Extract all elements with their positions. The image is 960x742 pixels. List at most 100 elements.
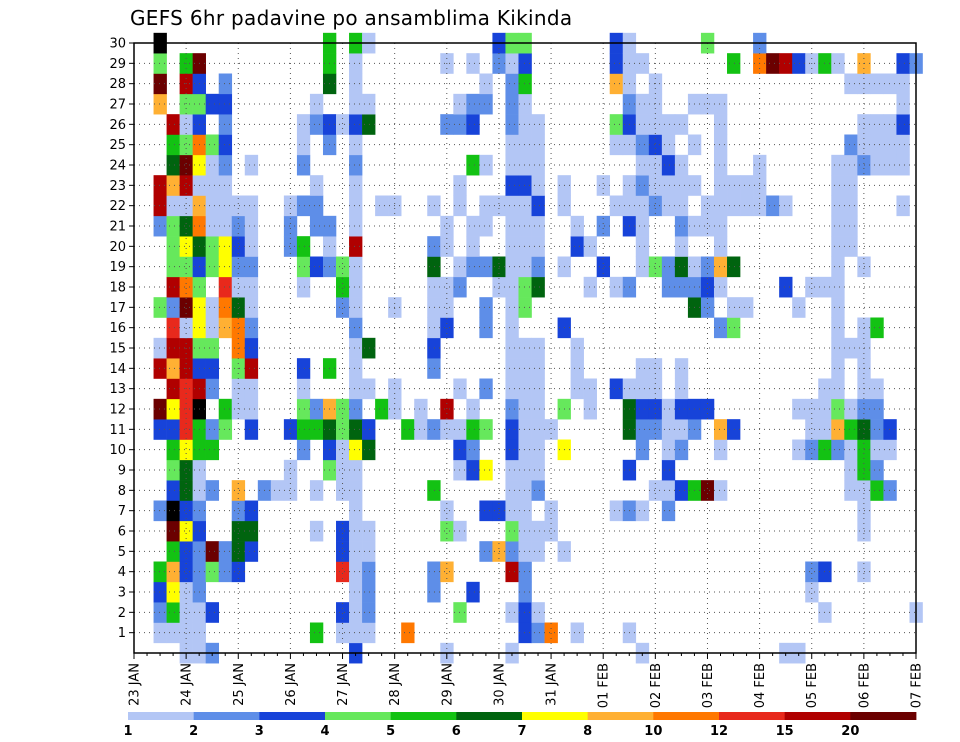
heatmap-cell [244,297,259,318]
heatmap-cell [518,276,532,298]
heatmap-cell [205,561,220,583]
heatmap-cell [349,398,363,420]
heatmap-cell [740,297,754,318]
heatmap-cell [570,358,584,379]
heatmap-cell [674,154,689,176]
heatmap-cell [661,114,676,135]
heatmap-cell [505,297,519,318]
heatmap-cell [336,419,350,440]
heatmap-cell [244,500,259,522]
heatmap-cell [505,73,519,95]
heatmap-cell [362,581,376,603]
heatmap-cell [531,215,545,237]
heatmap-cell [179,215,193,237]
heatmap-cell [805,439,819,461]
heatmap-cell [844,73,858,95]
heatmap-cell [153,195,167,217]
x-tick-label: 29 JAN [440,663,455,706]
heatmap-cell [531,134,545,156]
heatmap-cell [518,480,532,501]
heatmap-cell [179,317,193,339]
y-tick-label: 19 [109,260,126,275]
heatmap-cell [166,398,180,420]
heatmap-cell [466,114,480,135]
heatmap-cell [674,195,689,217]
heatmap-cell [518,134,532,156]
heatmap-cell [583,378,597,400]
heatmap-cell [283,419,298,440]
heatmap-cell [531,459,545,481]
colorbar-segment [193,712,260,720]
heatmap-cell [531,114,545,135]
heatmap-cell [166,561,180,583]
x-tick-label: 27 JAN [336,663,351,706]
heatmap-cell [518,93,532,115]
heatmap-cell [531,236,545,257]
x-tick-label: 25 JAN [232,663,247,706]
heatmap-cell [231,541,246,562]
heatmap-cell [440,276,454,298]
x-tick-label: 04 FEB [753,663,768,708]
heatmap-cell [635,195,650,217]
y-tick-label: 30 [109,37,126,52]
heatmap-cell [661,500,676,522]
colorbar-segment [128,712,195,720]
heatmap-cell [727,175,741,196]
heatmap-cell [674,439,689,461]
heatmap-cell [205,256,220,278]
y-tick-label: 10 [109,443,126,458]
heatmap-cell [218,73,233,95]
heatmap-cell [531,256,545,278]
heatmap-cell [831,154,845,176]
heatmap-cell [179,297,193,318]
heatmap-cell [844,236,858,257]
heatmap-cell [336,622,350,644]
heatmap-cell [466,581,480,603]
heatmap-cell [179,276,193,298]
y-tick-label: 18 [109,281,126,296]
heatmap-cell [766,195,780,217]
heatmap-cell [479,256,493,278]
colorbar-label: 12 [710,724,728,739]
heatmap-cell [870,73,884,95]
heatmap-cell [505,175,519,196]
heatmap-cell [831,439,845,461]
heatmap-cell [309,419,324,440]
heatmap-cell [518,520,532,542]
x-tick-label: 26 JAN [284,663,299,706]
heatmap-cell [505,500,519,522]
heatmap-cell [166,459,180,481]
heatmap-cell [362,114,376,135]
heatmap-cell [661,398,676,420]
heatmap-cell [296,134,311,156]
heatmap-cell [505,358,519,379]
heatmap-cell [661,480,676,501]
heatmap-cell [336,256,350,278]
y-tick-label: 17 [109,301,126,316]
heatmap-cell [205,93,220,115]
heatmap-cell [713,276,728,298]
y-tick-label: 14 [109,362,126,377]
colorbar-segment [587,712,654,720]
heatmap-cell [531,337,545,359]
heatmap-cell [609,195,624,217]
heatmap-cell [531,622,545,644]
heatmap-cell [518,114,532,135]
heatmap-cell [362,602,376,623]
heatmap-cell [244,398,259,420]
heatmap-cell [635,134,650,156]
heatmap-cell [349,520,363,542]
heatmap-cell [427,480,441,501]
colorbar-segment [653,712,720,720]
heatmap-cell [661,256,676,278]
heatmap-cell [179,256,193,278]
heatmap-cell [349,561,363,583]
heatmap-cell [661,276,676,298]
heatmap-cell [570,378,584,400]
heatmap-cell [831,53,845,74]
heatmap-cell [779,276,793,298]
heatmap-cell [505,520,519,542]
heatmap-cell [479,93,493,115]
heatmap-cell [362,93,376,115]
heatmap-cell [661,439,676,461]
